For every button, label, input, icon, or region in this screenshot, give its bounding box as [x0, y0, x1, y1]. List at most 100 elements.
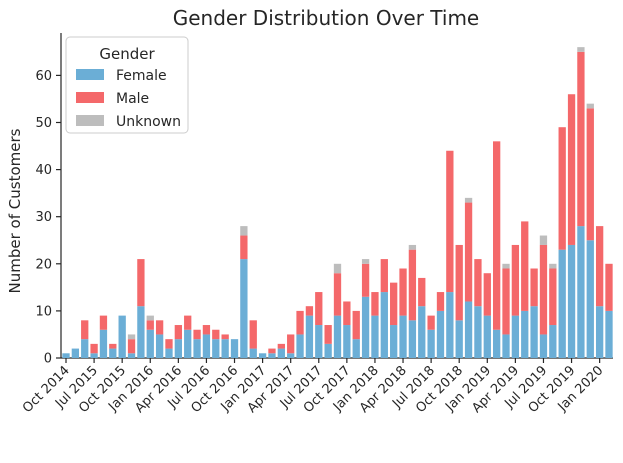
bar-female-31	[352, 339, 360, 358]
bar-male-12	[174, 325, 182, 340]
y-tick-label: 60	[35, 69, 52, 84]
bar-female-19	[240, 259, 248, 358]
bar-male-50	[530, 268, 538, 307]
bar-female-35	[390, 325, 398, 358]
bar-female-25	[296, 334, 304, 358]
bar-female-48	[511, 315, 520, 358]
bar-unknown-29	[333, 263, 342, 274]
bar-female-11	[165, 348, 173, 358]
bar-unknown-55	[577, 47, 585, 52]
bar-male-55	[577, 51, 585, 227]
bar-female-22	[268, 353, 276, 358]
bar-male-49	[521, 221, 529, 311]
bar-male-53	[558, 127, 566, 250]
bar-male-45	[483, 273, 491, 316]
bar-female-58	[605, 310, 613, 358]
bar-female-44	[474, 306, 482, 358]
bar-female-14	[193, 339, 201, 358]
bar-female-50	[530, 306, 538, 358]
bar-male-36	[399, 268, 407, 316]
bar-female-47	[502, 334, 510, 358]
bar-female-27	[315, 325, 323, 358]
bar-male-54	[567, 94, 576, 245]
bar-unknown-51	[539, 235, 548, 245]
bar-female-17	[221, 339, 229, 358]
y-ticks: 0 10 20 30 40 50 60	[35, 69, 61, 367]
bar-male-47	[502, 268, 510, 335]
legend-label-female: Female	[116, 68, 167, 84]
bar-male-11	[165, 339, 173, 349]
bar-male-28	[324, 325, 332, 344]
bar-female-41	[446, 292, 454, 358]
bar-male-13	[184, 315, 192, 330]
bar-male-40	[436, 292, 445, 311]
bar-male-37	[408, 249, 417, 321]
bar-female-8	[137, 306, 145, 358]
bar-female-7	[127, 353, 136, 358]
bar-female-10	[155, 334, 164, 358]
bar-male-58	[605, 263, 613, 311]
legend-swatch-male	[76, 92, 104, 103]
y-tick-label: 10	[35, 304, 52, 319]
legend-title: Gender	[99, 45, 155, 63]
y-axis-title: Number of Customers	[6, 128, 24, 293]
bar-female-37	[408, 320, 417, 358]
bar-male-33	[371, 292, 379, 316]
bar-unknown-56	[586, 103, 594, 109]
bar-male-39	[427, 315, 435, 330]
bar-female-42	[455, 320, 463, 358]
bar-male-27	[315, 292, 323, 326]
bar-female-9	[146, 329, 154, 358]
bar-female-54	[567, 244, 576, 358]
bar-male-44	[474, 259, 482, 307]
bar-unknown-9	[146, 315, 154, 321]
bar-female-3	[90, 353, 98, 358]
bar-female-21	[258, 353, 267, 358]
bar-female-49	[521, 310, 529, 358]
bar-female-57	[595, 306, 604, 358]
bar-male-19	[240, 235, 248, 260]
bar-female-51	[539, 334, 548, 358]
bar-male-29	[333, 273, 342, 316]
bar-female-43	[464, 301, 473, 358]
bar-male-23	[277, 343, 285, 349]
bar-male-25	[296, 310, 304, 335]
bar-female-40	[436, 310, 445, 358]
bar-female-18	[230, 339, 239, 358]
bar-male-51	[539, 244, 548, 335]
bar-female-13	[184, 329, 192, 358]
bar-male-57	[595, 226, 604, 307]
bar-male-17	[221, 334, 229, 340]
bar-female-45	[483, 315, 491, 358]
legend-label-male: Male	[116, 91, 149, 107]
bar-male-35	[390, 282, 398, 326]
bar-unknown-43	[464, 197, 473, 203]
bar-male-8	[137, 259, 145, 307]
chart-title: Gender Distribution Over Time	[173, 6, 480, 30]
y-tick-label: 30	[35, 210, 52, 225]
bar-female-24	[287, 353, 295, 358]
bar-male-9	[146, 320, 154, 330]
bar-male-26	[305, 306, 314, 316]
bar-male-34	[380, 259, 388, 293]
bar-female-38	[418, 306, 426, 358]
bar-male-30	[343, 301, 351, 326]
bar-male-41	[446, 150, 454, 293]
bar-male-14	[193, 329, 201, 340]
bar-male-31	[352, 310, 360, 340]
bar-unknown-47	[502, 263, 510, 269]
bar-female-30	[343, 325, 351, 358]
bar-male-5	[109, 343, 117, 349]
bar-male-43	[464, 202, 473, 302]
bar-male-7	[127, 339, 136, 354]
bar-female-0	[62, 353, 70, 358]
bar-female-20	[249, 348, 257, 358]
bar-female-15	[202, 334, 211, 358]
bar-female-39	[427, 329, 435, 358]
y-tick-label: 20	[35, 257, 52, 272]
bar-unknown-52	[549, 263, 557, 269]
bar-unknown-19	[240, 226, 248, 236]
bar-male-4	[99, 315, 108, 330]
bar-female-52	[549, 325, 557, 358]
